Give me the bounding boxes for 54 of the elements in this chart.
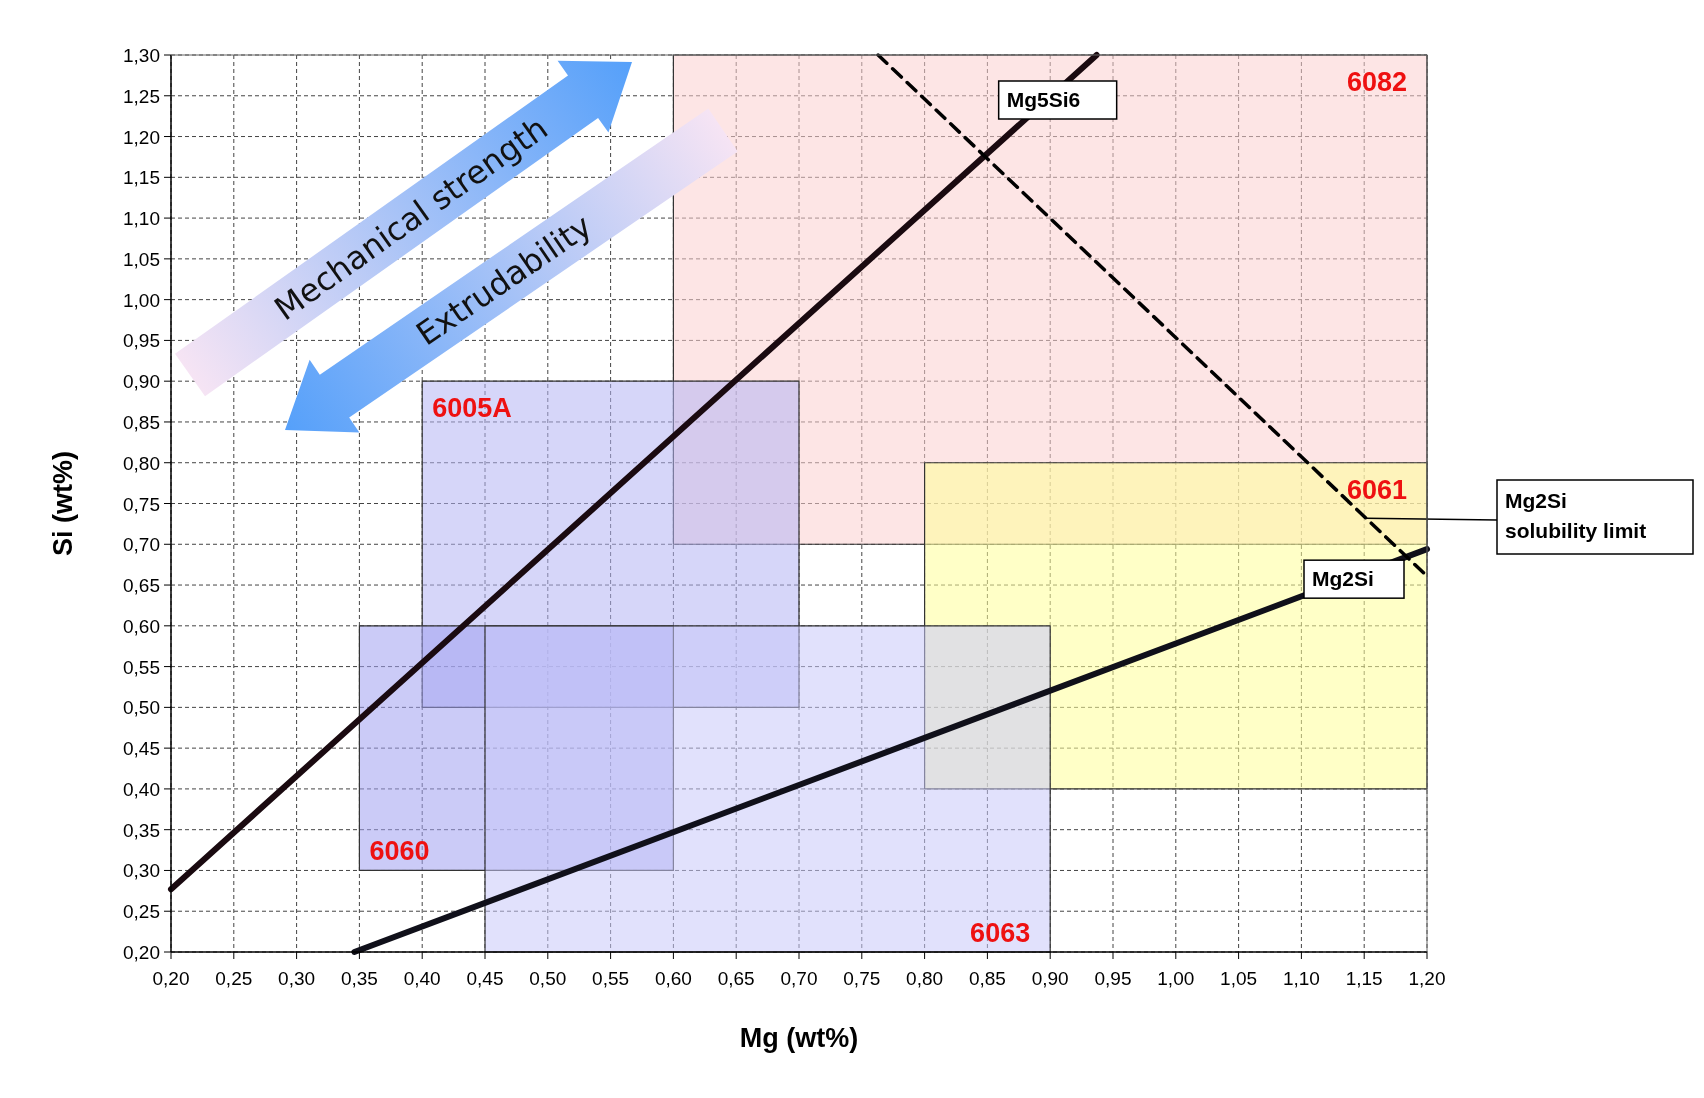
x-tick-label: 0,85 — [968, 968, 1006, 989]
y-tick-label: 0,60 — [123, 615, 160, 637]
y-tick-label: 0,85 — [123, 411, 160, 433]
x-tick-label: 0,70 — [780, 968, 818, 989]
x-axis-title: Mg (wt%) — [739, 1023, 859, 1053]
y-tick-label: 0,55 — [123, 656, 160, 678]
x-tick-label: 0,20 — [152, 968, 190, 989]
y-tick-label: 0,70 — [123, 534, 160, 556]
y-tick-label: 0,95 — [123, 330, 160, 352]
x-tick-label: 0,75 — [843, 968, 881, 989]
x-tick-label: 0,30 — [278, 968, 316, 989]
y-tick-label: 0,65 — [123, 575, 160, 597]
x-tick-label: 1,10 — [1282, 968, 1320, 989]
y-tick-label: 0,20 — [123, 942, 160, 963]
x-tick-label: 0,90 — [1031, 968, 1069, 989]
x-tick-label: 0,95 — [1094, 968, 1132, 989]
series-label: 6061 — [1346, 474, 1407, 505]
series-label: 6060 — [369, 836, 430, 867]
x-tick-label: 0,60 — [654, 968, 692, 989]
y-tick-label: 1,10 — [123, 208, 160, 230]
x-tick-label: 0,35 — [340, 968, 378, 989]
y-tick-label: 0,25 — [123, 901, 160, 923]
text: Mg2Si solubility limit — [1505, 489, 1647, 542]
x-tick-label: 0,45 — [466, 968, 504, 989]
x-tick-label: 1,05 — [1220, 968, 1258, 989]
y-tick-label: 0,80 — [123, 452, 160, 474]
y-tick-label: 0,75 — [123, 493, 160, 515]
series-label: 6082 — [1346, 67, 1407, 97]
y-tick-label: 0,45 — [123, 738, 160, 760]
x-tick-label: 1,00 — [1157, 968, 1195, 989]
x-tick-label: 0,50 — [529, 968, 567, 989]
x-tick-label: 0,25 — [215, 968, 253, 989]
x-tick-label: 1,20 — [1408, 968, 1446, 989]
y-tick-label: 1,25 — [123, 85, 160, 107]
x-tick-label: 0,65 — [717, 968, 755, 989]
y-tick-label: 1,05 — [123, 248, 160, 270]
series-label: 6005A — [432, 393, 512, 424]
y-axis-title: Si (wt%) — [48, 451, 78, 556]
y-tick-label: 0,35 — [123, 819, 160, 841]
y-tick-label: 0,90 — [123, 371, 160, 393]
y-tick-label: 0,30 — [123, 860, 160, 882]
x-tick-label: 1,15 — [1345, 968, 1383, 989]
x-tick-label: 0,80 — [906, 968, 944, 989]
series-label: Mg2Si — [1312, 567, 1374, 591]
y-tick-label: 1,30 — [123, 45, 160, 66]
y-tick-label: 0,50 — [123, 697, 160, 719]
y-tick-label: 1,00 — [123, 289, 160, 311]
series-label: 6063 — [970, 918, 1031, 948]
y-tick-label: 0,40 — [123, 778, 160, 800]
x-tick-label: 0,40 — [403, 968, 441, 989]
series-label: Mg5Si6 — [1006, 88, 1081, 111]
y-tick-label: 1,15 — [123, 167, 160, 189]
y-tick-label: 1,20 — [123, 126, 160, 148]
x-tick-label: 0,55 — [592, 968, 630, 989]
